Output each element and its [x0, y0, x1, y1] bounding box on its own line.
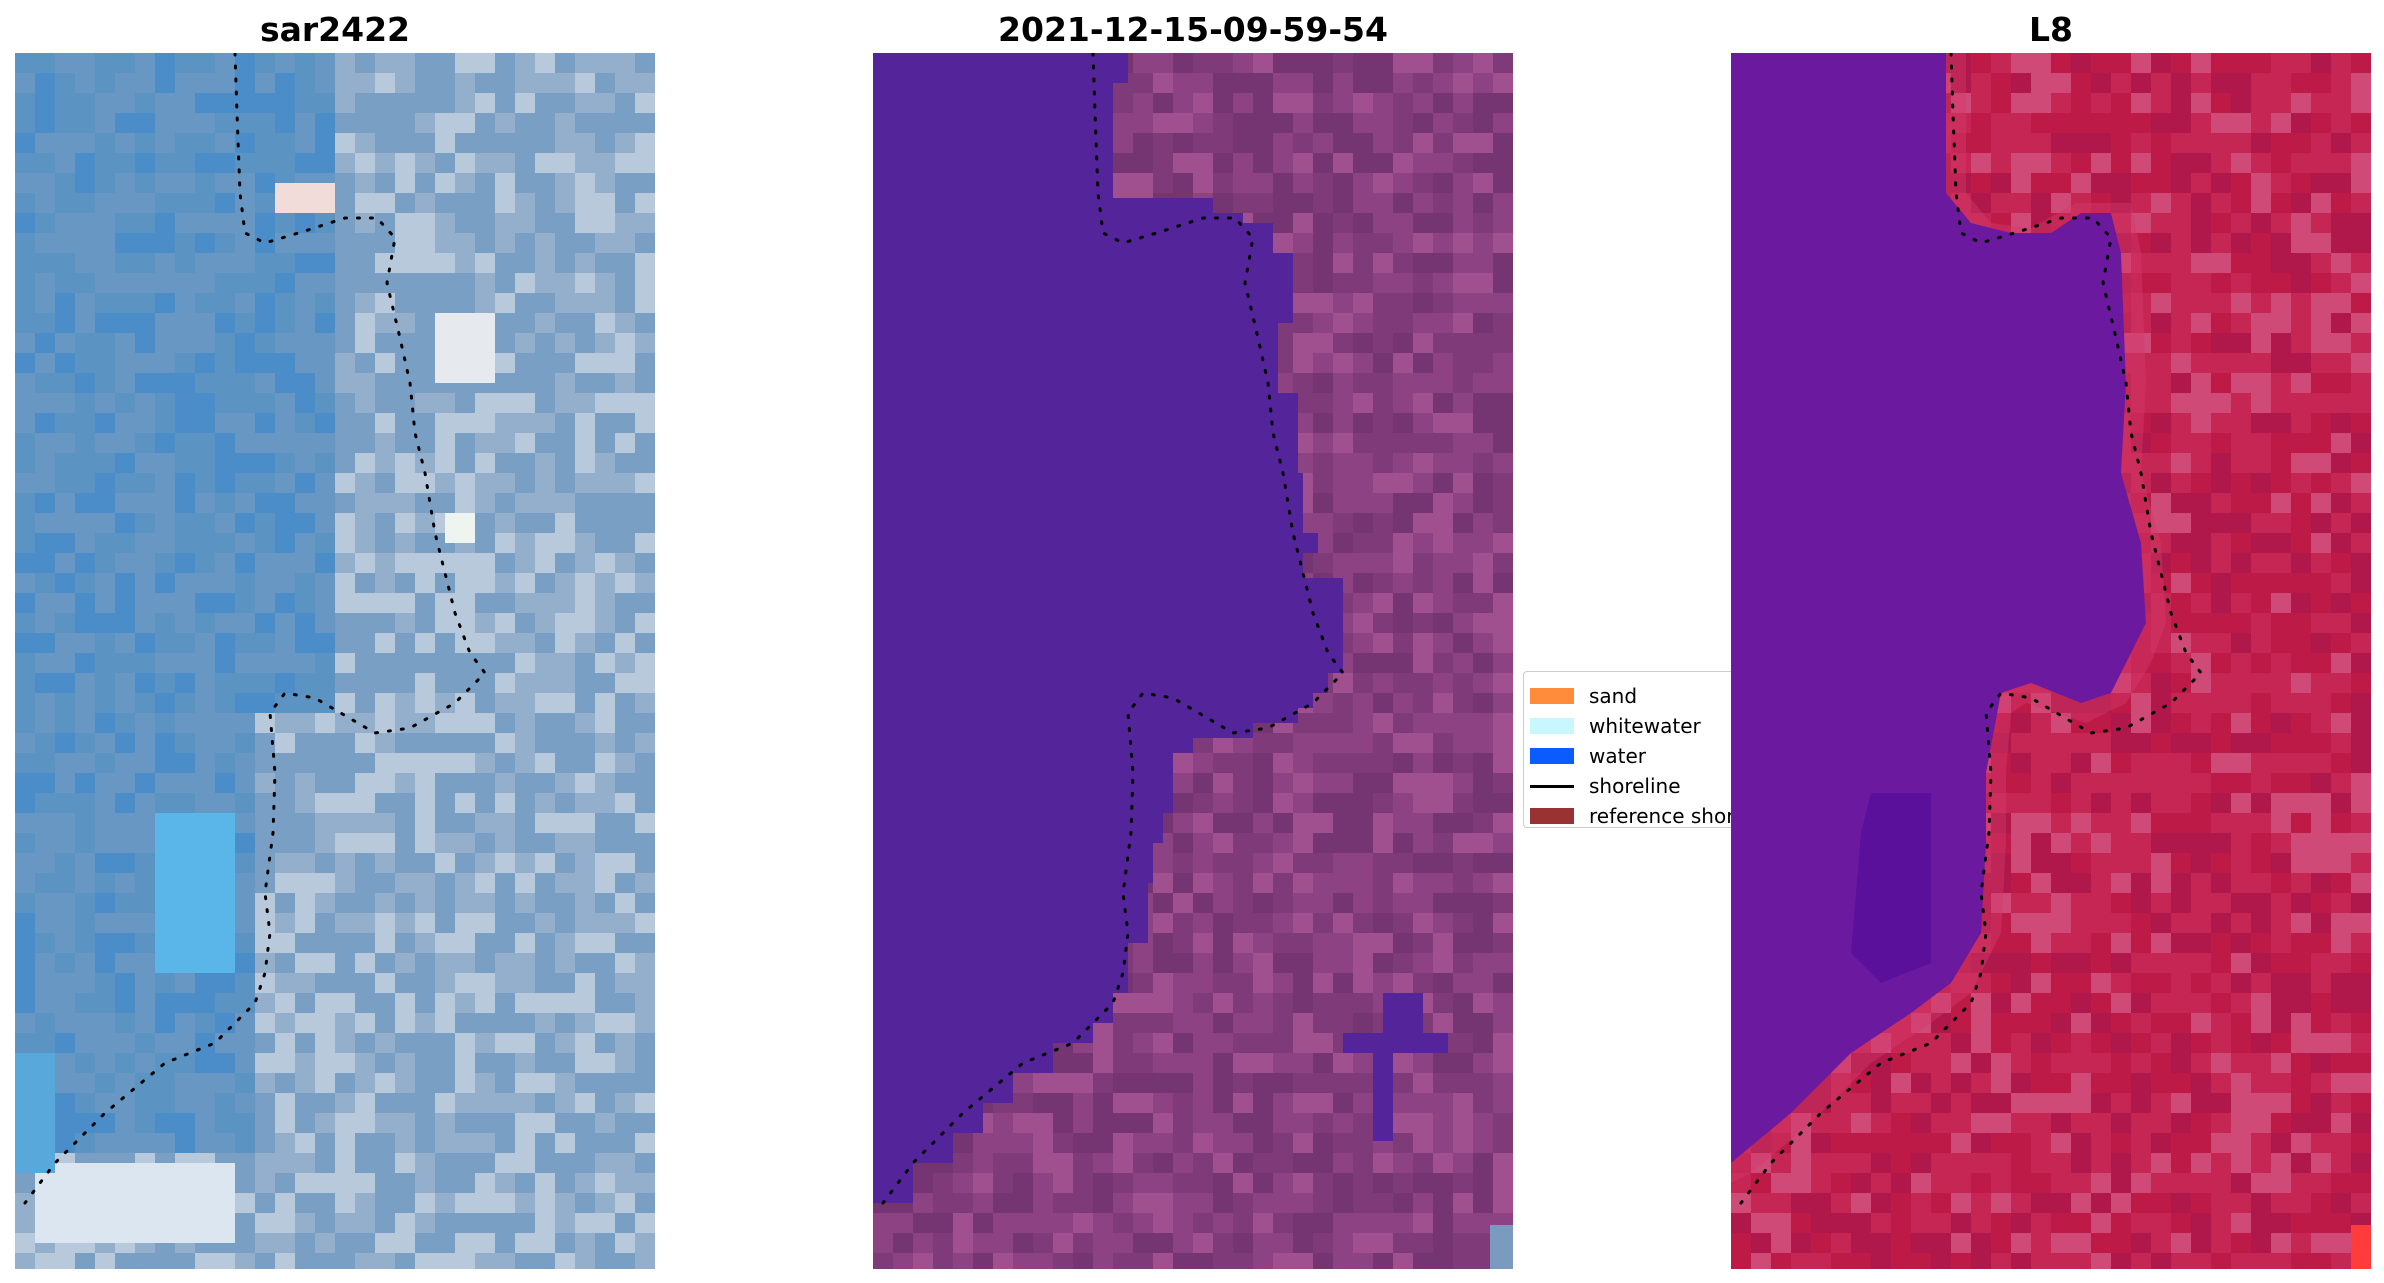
- legend-swatch-water: [1530, 748, 1574, 764]
- water-patch: [1343, 993, 1448, 1141]
- panel-title-index: L8: [2029, 10, 2073, 49]
- legend-label: whitewater: [1589, 714, 1701, 738]
- legend-item-whitewater: whitewater: [1530, 713, 1731, 739]
- classified-image-panel: [873, 53, 1513, 1269]
- legend: sand whitewater water shoreline referenc…: [1523, 671, 1731, 828]
- legend-item-reference-shoreline: reference shoreline: [1530, 803, 1731, 828]
- legend-item-shoreline: shoreline: [1530, 773, 1731, 799]
- legend-label: sand: [1589, 684, 1638, 708]
- index-deep-water: [1851, 793, 1931, 983]
- legend-swatch-sand: [1530, 688, 1574, 704]
- legend-label: shoreline: [1589, 774, 1681, 798]
- index-image: [1731, 53, 2371, 1269]
- legend-swatch-whitewater: [1530, 718, 1574, 734]
- legend-label: reference shoreline: [1589, 804, 1731, 828]
- water-region: [873, 53, 1343, 1203]
- legend-item-sand: sand: [1530, 683, 1731, 709]
- legend-label: water: [1589, 744, 1646, 768]
- rgb-image-panel: [15, 53, 655, 1269]
- legend-swatch-reference-shoreline: [1530, 808, 1574, 824]
- index-water-region: [1731, 53, 2146, 1163]
- legend-line-shoreline: [1530, 784, 1574, 788]
- legend-item-water: water: [1530, 743, 1731, 769]
- rgb-image: [15, 53, 655, 1269]
- panel-title-classified: 2021-12-15-09-59-54: [998, 10, 1388, 49]
- classified-image: [873, 53, 1513, 1269]
- panel-title-rgb: sar2422: [259, 10, 411, 49]
- index-image-panel: [1731, 53, 2371, 1269]
